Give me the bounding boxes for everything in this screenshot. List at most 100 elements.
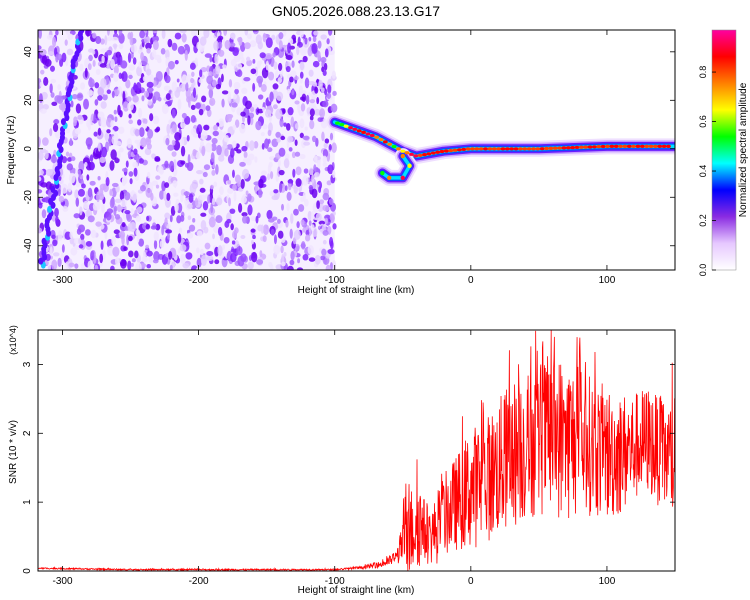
noise-blob: [205, 105, 211, 111]
noise-blob: [166, 192, 171, 202]
noise-blob: [250, 215, 257, 222]
noise-blob: [328, 198, 334, 206]
noise-blob: [60, 252, 65, 262]
noise-blob: [291, 60, 295, 68]
noise-blob: [76, 92, 84, 101]
noise-blob: [205, 142, 213, 153]
ridge-peak: [626, 144, 632, 148]
noise-blob: [84, 229, 91, 236]
ridge-peak: [622, 144, 628, 148]
noise-blob: [255, 215, 259, 224]
noise-blob: [252, 58, 256, 64]
noise-blob: [210, 152, 215, 163]
noise-blob: [224, 40, 231, 50]
noise-blob: [302, 55, 308, 63]
noise-blob: [134, 209, 138, 217]
noise-blob: [77, 114, 83, 120]
noise-blob: [47, 51, 54, 56]
noise-blob: [53, 119, 60, 125]
ridge-peak: [535, 147, 541, 151]
branch-peak: [380, 170, 385, 176]
ridge-peak: [452, 148, 458, 152]
noise-blob: [297, 258, 301, 264]
noise-blob: [177, 45, 185, 55]
noise-blob: [249, 116, 254, 126]
noise-blob: [285, 65, 291, 73]
noise-blob: [38, 150, 44, 161]
noise-blob: [278, 147, 286, 157]
noise-blob: [202, 171, 208, 178]
noise-blob: [314, 155, 318, 163]
noise-blob: [145, 42, 152, 50]
noise-blob: [85, 30, 92, 37]
noise-blob: [95, 68, 101, 75]
noise-blob: [189, 62, 196, 71]
noise-blob: [252, 234, 256, 240]
noise-blob: [312, 35, 317, 43]
noise-blob: [305, 230, 310, 236]
noise-blob: [132, 193, 137, 203]
noise-blob: [125, 160, 129, 168]
noise-blob: [95, 36, 102, 45]
noise-blob: [304, 234, 311, 242]
noise-blob: [146, 171, 151, 179]
noise-blob: [113, 207, 117, 216]
noise-blob: [173, 192, 179, 197]
noise-blob: [194, 197, 199, 207]
noise-blob: [99, 183, 107, 190]
noise-blob: [84, 162, 88, 167]
noise-blob: [317, 160, 321, 169]
colorbar-tick-label: 0.4: [698, 165, 708, 178]
ridge-peak: [443, 149, 449, 153]
noise-blob: [96, 191, 100, 203]
noise-blob: [146, 81, 154, 88]
noise-blob: [176, 78, 180, 83]
snr-panel: -300 -200 -100 0 100 0 1 2 3 Height of straight…: [8, 325, 676, 596]
noise-blob: [157, 96, 162, 102]
noise-blob: [284, 153, 290, 160]
noise-blob: [132, 161, 139, 168]
ridge-peak: [657, 144, 663, 148]
noise-blob: [97, 127, 102, 136]
noise-blob: [111, 182, 119, 188]
noise-blob: [61, 102, 67, 113]
noise-blob: [308, 184, 314, 191]
ridge-peak: [335, 121, 340, 125]
noise-blob: [177, 233, 182, 244]
noise-blob: [125, 79, 131, 89]
noise-blob: [153, 231, 159, 241]
ridge-peak: [618, 144, 623, 148]
noise-blob: [303, 168, 309, 174]
noise-blob: [50, 78, 57, 84]
noise-blob: [241, 145, 248, 152]
noise-blob: [65, 30, 70, 36]
ridge-peak: [378, 137, 384, 142]
streak-blob: [38, 257, 44, 265]
noise-blob: [324, 62, 328, 71]
noise-blob: [133, 148, 138, 156]
noise-blob: [320, 87, 325, 93]
noise-blob: [294, 151, 301, 157]
noise-blob: [294, 76, 299, 81]
noise-blob: [174, 59, 179, 65]
noise-blob: [184, 162, 190, 168]
noise-blob: [87, 63, 92, 71]
noise-blob: [180, 122, 186, 129]
noise-blob: [211, 79, 217, 87]
noise-blob: [286, 203, 290, 211]
noise-blob: [211, 137, 218, 144]
noise-blob: [317, 50, 321, 61]
noise-blob: [327, 164, 334, 175]
noise-blob: [164, 182, 170, 188]
noise-blob: [214, 53, 219, 65]
noise-blob: [87, 122, 91, 131]
snr-x-ticks: -300 -200 -100 0 100: [52, 330, 616, 587]
noise-blob: [230, 148, 235, 158]
noise-blob: [74, 263, 79, 269]
noise-blob: [68, 172, 76, 184]
noise-blob: [186, 135, 190, 142]
ridge-peak: [422, 153, 427, 157]
noise-blob: [249, 40, 257, 48]
ridge-peak: [653, 144, 658, 148]
